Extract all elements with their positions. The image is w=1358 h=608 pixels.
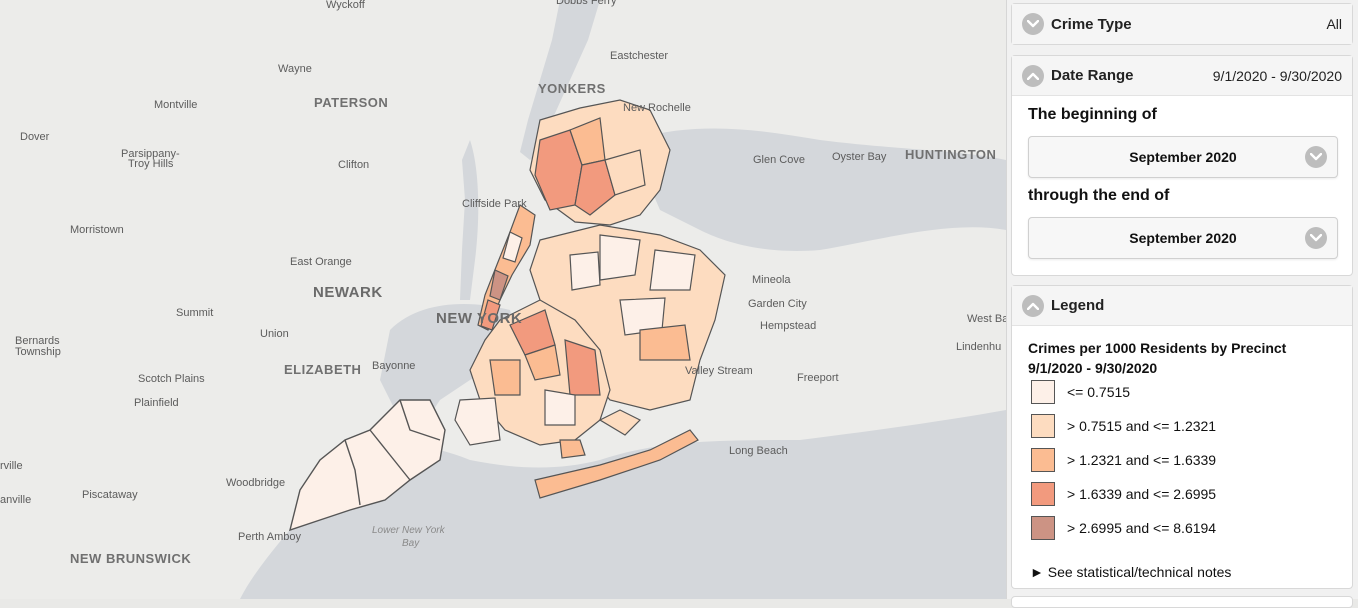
staten-island [289,399,446,532]
place-label: Garden City [748,298,807,310]
place-label: Lower New York [372,525,445,536]
legend-panel: Legend Crimes per 1000 Residents by Prec… [1011,285,1353,589]
place-label: Eastchester [610,50,669,62]
place-label: Valley Stream [685,365,753,377]
technical-notes-link[interactable]: ► See statistical/technical notes [1030,564,1232,580]
rockaways [534,409,699,499]
place-label: Bay [402,538,420,549]
legend-item: > 2.6995 and <= 8.6194 [1031,515,1216,541]
end-label: through the end of [1028,187,1170,204]
begin-month-select[interactable]: September 2020 [1028,136,1338,178]
place-label: Bernards [15,335,60,347]
place-label: Hempstead [760,320,817,332]
place-label: East Orange [290,256,352,268]
place-label: Wyckoff [326,0,365,11]
place-label: Bayonne [372,360,416,372]
begin-month-value: September 2020 [1129,149,1237,165]
place-label: Dover [20,131,50,143]
legend-swatch [1031,448,1055,472]
date-range-value: 9/1/2020 - 9/30/2020 [1212,67,1342,84]
place-label: Long Beach [729,445,788,457]
place-label: NEWARK [313,284,383,301]
place-label: Freeport [797,372,839,384]
legend-title-text: Crimes per 1000 Residents by Precinct [1028,340,1287,356]
place-label: Cliffside Park [462,198,527,210]
legend-title: Crimes per 1000 Residents by Precinct 9/… [1028,338,1338,378]
legend-subtitle: 9/1/2020 - 9/30/2020 [1028,360,1158,376]
date-range-filter: Date Range 9/1/2020 - 9/30/2020 The begi… [1011,55,1353,276]
legend-header[interactable]: Legend [1012,286,1352,326]
legend-item-label: > 1.6339 and <= 2.6995 [1067,486,1217,502]
date-range-header[interactable]: Date Range 9/1/2020 - 9/30/2020 [1012,56,1352,96]
manhattan [477,204,536,331]
next-panel [1011,596,1353,608]
crime-type-label: Crime Type [1051,15,1132,33]
chevron-down-icon [1305,146,1327,168]
place-label: Morristown [70,224,124,236]
begin-label: The beginning of [1028,106,1157,123]
chevron-down-icon [1305,227,1327,249]
side-panel: Crime Type All Date Range 9/1/2020 - 9/3… [1006,0,1358,608]
legend-swatch [1031,414,1055,438]
place-label: West Ba [967,313,1006,325]
place-label: NEW BRUNSWICK [70,551,192,566]
bronx [529,99,671,226]
place-label: Parsippany- [121,148,180,160]
chevron-up-icon[interactable] [1022,64,1044,87]
place-label: Glen Cove [753,154,805,166]
legend-swatch [1031,516,1055,540]
legend-swatch [1031,482,1055,506]
place-label: Wayne [278,63,312,75]
place-label: Summit [176,307,214,319]
crime-type-value: All [1326,16,1342,32]
chevron-up-icon[interactable] [1022,294,1044,317]
place-label: Piscataway [82,489,138,501]
place-label: Township [15,346,61,358]
place-label: Scotch Plains [138,373,205,385]
place-label: Oyster Bay [832,151,887,163]
place-label: Woodbridge [226,477,286,489]
crime-type-header[interactable]: Crime Type All [1012,4,1352,44]
chevron-down-icon[interactable] [1022,13,1044,35]
place-label: Lindenhu [956,341,1002,353]
brooklyn [454,299,611,446]
place-label: PATERSON [314,95,389,110]
legend-item-label: > 2.6995 and <= 8.6194 [1067,520,1217,536]
place-label: New Rochelle [623,102,691,114]
end-month-select[interactable]: September 2020 [1028,217,1338,259]
place-label: Plainfield [134,397,179,409]
crime-type-filter[interactable]: Crime Type All [1011,3,1353,45]
place-label: Mineola [752,274,791,286]
legend-item: > 0.7515 and <= 1.2321 [1031,413,1216,439]
map-canvas [240,0,1006,599]
legend-item: > 1.2321 and <= 1.6339 [1031,447,1216,473]
place-label: Dobbs Ferry [556,0,617,7]
place-label: Montville [154,99,198,111]
legend-item: > 1.6339 and <= 2.6995 [1031,481,1216,507]
legend-item-label: > 1.2321 and <= 1.6339 [1067,452,1217,468]
place-label: NEW YORK [436,310,523,327]
place-label: anville [0,494,32,506]
place-label: ELIZABETH [284,362,362,377]
place-label: rville [0,460,23,472]
place-label: Union [260,328,289,340]
place-label: Perth Amboy [238,531,301,543]
legend-swatch [1031,380,1055,404]
end-month-value: September 2020 [1129,230,1237,246]
date-range-label: Date Range [1051,67,1134,84]
legend-item-label: > 0.7515 and <= 1.2321 [1067,418,1217,434]
place-label: Clifton [338,159,370,171]
place-label: Troy Hills [128,158,174,170]
map-view[interactable]: Wyckoff Dobbs Ferry Wayne Eastchester Montvi… [0,0,1006,599]
place-label: HUNTINGTON [905,147,997,162]
legend-item-label: <= 0.7515 [1067,384,1131,400]
place-label: YONKERS [538,81,606,96]
legend-label: Legend [1051,297,1105,314]
legend-item: <= 0.7515 [1031,379,1130,405]
